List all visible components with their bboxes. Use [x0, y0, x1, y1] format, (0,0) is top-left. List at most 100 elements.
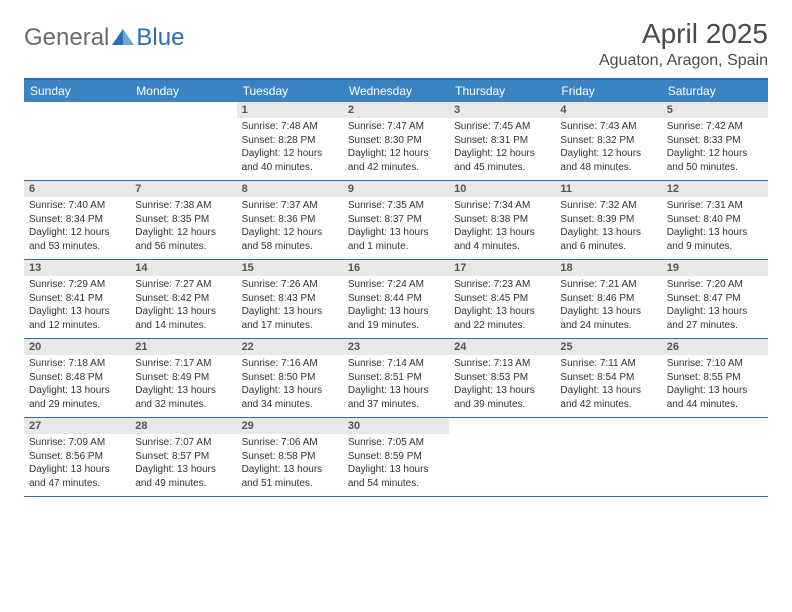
day-detail: Sunrise: 7:23 AMSunset: 8:45 PMDaylight:… [454, 278, 550, 332]
empty-day-cell [449, 418, 555, 496]
day-detail: Sunrise: 7:13 AMSunset: 8:53 PMDaylight:… [454, 357, 550, 411]
day-detail: Sunrise: 7:31 AMSunset: 8:40 PMDaylight:… [667, 199, 763, 253]
day-number: 8 [237, 181, 343, 197]
day-number: 18 [555, 260, 661, 276]
day-cell: 24 Sunrise: 7:13 AMSunset: 8:53 PMDayligh… [449, 339, 555, 417]
day-number: 2 [343, 102, 449, 118]
day-number: 26 [662, 339, 768, 355]
calendar-grid: SundayMondayTuesdayWednesdayThursdayFrid… [24, 78, 768, 497]
day-number: 1 [237, 102, 343, 118]
title-block: April 2025 Aguaton, Aragon, Spain [599, 18, 768, 70]
day-number: 14 [130, 260, 236, 276]
day-detail: Sunrise: 7:20 AMSunset: 8:47 PMDaylight:… [667, 278, 763, 332]
day-cell: 26 Sunrise: 7:10 AMSunset: 8:55 PMDayligh… [662, 339, 768, 417]
day-detail: Sunrise: 7:17 AMSunset: 8:49 PMDaylight:… [135, 357, 231, 411]
day-cell: 28 Sunrise: 7:07 AMSunset: 8:57 PMDayligh… [130, 418, 236, 496]
day-detail: Sunrise: 7:38 AMSunset: 8:35 PMDaylight:… [135, 199, 231, 253]
empty-day-cell [130, 102, 236, 180]
day-detail: Sunrise: 7:09 AMSunset: 8:56 PMDaylight:… [29, 436, 125, 490]
day-cell: 15 Sunrise: 7:26 AMSunset: 8:43 PMDayligh… [237, 260, 343, 338]
day-number: 29 [237, 418, 343, 434]
day-cell: 1 Sunrise: 7:48 AMSunset: 8:28 PMDaylight… [237, 102, 343, 180]
day-cell: 22 Sunrise: 7:16 AMSunset: 8:50 PMDayligh… [237, 339, 343, 417]
day-number: 16 [343, 260, 449, 276]
day-number: 11 [555, 181, 661, 197]
empty-day-cell [555, 418, 661, 496]
day-number: 23 [343, 339, 449, 355]
empty-day-cell [662, 418, 768, 496]
day-cell: 27 Sunrise: 7:09 AMSunset: 8:56 PMDayligh… [24, 418, 130, 496]
day-detail: Sunrise: 7:06 AMSunset: 8:58 PMDaylight:… [242, 436, 338, 490]
logo: General Blue [24, 18, 184, 52]
weekday-header-row: SundayMondayTuesdayWednesdayThursdayFrid… [24, 78, 768, 102]
day-cell: 17 Sunrise: 7:23 AMSunset: 8:45 PMDayligh… [449, 260, 555, 338]
day-cell: 6Sunrise: 7:40 AMSunset: 8:34 PMDaylight… [24, 181, 130, 259]
day-number: 9 [343, 181, 449, 197]
day-number: 30 [343, 418, 449, 434]
day-detail: Sunrise: 7:07 AMSunset: 8:57 PMDaylight:… [135, 436, 231, 490]
day-cell: 8 Sunrise: 7:37 AMSunset: 8:36 PMDaylight… [237, 181, 343, 259]
day-detail: Sunrise: 7:10 AMSunset: 8:55 PMDaylight:… [667, 357, 763, 411]
day-detail: Sunrise: 7:35 AMSunset: 8:37 PMDaylight:… [348, 199, 444, 253]
weekday-tuesday: Tuesday [237, 80, 343, 102]
header: General Blue April 2025 Aguaton, Aragon,… [24, 18, 768, 70]
day-cell: 3 Sunrise: 7:45 AMSunset: 8:31 PMDaylight… [449, 102, 555, 180]
day-detail: Sunrise: 7:48 AMSunset: 8:28 PMDaylight:… [242, 120, 338, 174]
day-number: 4 [555, 102, 661, 118]
day-detail: Sunrise: 7:14 AMSunset: 8:51 PMDaylight:… [348, 357, 444, 411]
empty-day-cell [24, 102, 130, 180]
week-row: 27 Sunrise: 7:09 AMSunset: 8:56 PMDayligh… [24, 418, 768, 497]
day-detail: Sunrise: 7:18 AMSunset: 8:48 PMDaylight:… [29, 357, 125, 411]
weeks-container: 1 Sunrise: 7:48 AMSunset: 8:28 PMDaylight… [24, 102, 768, 497]
weekday-friday: Friday [555, 80, 661, 102]
day-cell: 12Sunrise: 7:31 AMSunset: 8:40 PMDayligh… [662, 181, 768, 259]
day-cell: 5Sunrise: 7:42 AMSunset: 8:33 PMDaylight… [662, 102, 768, 180]
day-cell: 2 Sunrise: 7:47 AMSunset: 8:30 PMDaylight… [343, 102, 449, 180]
day-detail: Sunrise: 7:21 AMSunset: 8:46 PMDaylight:… [560, 278, 656, 332]
day-cell: 9 Sunrise: 7:35 AMSunset: 8:37 PMDaylight… [343, 181, 449, 259]
week-row: 13 Sunrise: 7:29 AMSunset: 8:41 PMDayligh… [24, 260, 768, 339]
day-detail: Sunrise: 7:47 AMSunset: 8:30 PMDaylight:… [348, 120, 444, 174]
day-cell: 20 Sunrise: 7:18 AMSunset: 8:48 PMDayligh… [24, 339, 130, 417]
day-number: 28 [130, 418, 236, 434]
day-number: 3 [449, 102, 555, 118]
day-detail: Sunrise: 7:34 AMSunset: 8:38 PMDaylight:… [454, 199, 550, 253]
day-number: 25 [555, 339, 661, 355]
week-row: 20 Sunrise: 7:18 AMSunset: 8:48 PMDayligh… [24, 339, 768, 418]
day-cell: 18 Sunrise: 7:21 AMSunset: 8:46 PMDayligh… [555, 260, 661, 338]
day-detail: Sunrise: 7:24 AMSunset: 8:44 PMDaylight:… [348, 278, 444, 332]
day-detail: Sunrise: 7:40 AMSunset: 8:34 PMDaylight:… [29, 199, 125, 253]
calendar-page: General Blue April 2025 Aguaton, Aragon,… [0, 0, 792, 509]
logo-text-blue: Blue [136, 24, 184, 52]
weekday-thursday: Thursday [449, 80, 555, 102]
day-number: 19 [662, 260, 768, 276]
day-cell: 7 Sunrise: 7:38 AMSunset: 8:35 PMDaylight… [130, 181, 236, 259]
day-detail: Sunrise: 7:45 AMSunset: 8:31 PMDaylight:… [454, 120, 550, 174]
day-detail: Sunrise: 7:37 AMSunset: 8:36 PMDaylight:… [242, 199, 338, 253]
weekday-sunday: Sunday [24, 80, 130, 102]
day-detail: Sunrise: 7:16 AMSunset: 8:50 PMDaylight:… [242, 357, 338, 411]
day-detail: Sunrise: 7:43 AMSunset: 8:32 PMDaylight:… [560, 120, 656, 174]
day-detail: Sunrise: 7:29 AMSunset: 8:41 PMDaylight:… [29, 278, 125, 332]
day-number: 22 [237, 339, 343, 355]
day-number: 20 [24, 339, 130, 355]
day-number: 17 [449, 260, 555, 276]
day-number: 15 [237, 260, 343, 276]
day-number: 7 [130, 181, 236, 197]
day-number: 27 [24, 418, 130, 434]
day-detail: Sunrise: 7:26 AMSunset: 8:43 PMDaylight:… [242, 278, 338, 332]
logo-text-general: General [24, 24, 109, 52]
day-cell: 4 Sunrise: 7:43 AMSunset: 8:32 PMDaylight… [555, 102, 661, 180]
day-detail: Sunrise: 7:42 AMSunset: 8:33 PMDaylight:… [667, 120, 763, 174]
day-cell: 19 Sunrise: 7:20 AMSunset: 8:47 PMDayligh… [662, 260, 768, 338]
location: Aguaton, Aragon, Spain [599, 52, 768, 70]
day-number: 24 [449, 339, 555, 355]
day-detail: Sunrise: 7:05 AMSunset: 8:59 PMDaylight:… [348, 436, 444, 490]
day-detail: Sunrise: 7:32 AMSunset: 8:39 PMDaylight:… [560, 199, 656, 253]
logo-triangle-icon [112, 27, 134, 45]
day-detail: Sunrise: 7:11 AMSunset: 8:54 PMDaylight:… [560, 357, 656, 411]
day-cell: 11 Sunrise: 7:32 AMSunset: 8:39 PMDayligh… [555, 181, 661, 259]
day-number: 13 [24, 260, 130, 276]
day-cell: 14Sunrise: 7:27 AMSunset: 8:42 PMDayligh… [130, 260, 236, 338]
week-row: 1 Sunrise: 7:48 AMSunset: 8:28 PMDaylight… [24, 102, 768, 181]
